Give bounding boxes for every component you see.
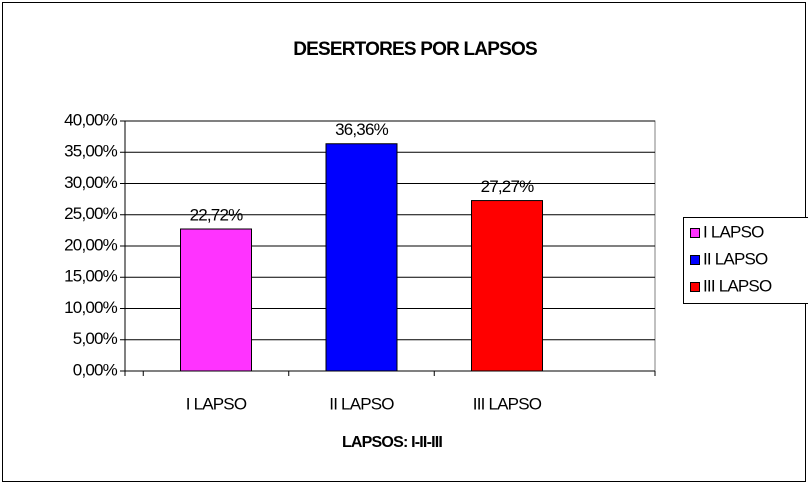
x-tick-label: II LAPSO (329, 394, 394, 413)
y-tick-label: 25,00% (64, 204, 118, 223)
y-tick-label: 10,00% (64, 298, 118, 317)
legend-swatch (690, 282, 700, 292)
y-tick-label: 30,00% (64, 173, 118, 192)
legend-label: III LAPSO (703, 276, 772, 295)
x-axis-title: LAPSOS: I-II-III (342, 434, 442, 451)
legend-swatch (690, 228, 700, 238)
value-label: 22,72% (190, 205, 244, 224)
bar (325, 143, 398, 372)
y-tick-label: 5,00% (73, 329, 118, 348)
value-label: 27,27% (481, 177, 535, 196)
legend-box (683, 217, 808, 304)
x-tick-label: III LAPSO (473, 394, 542, 413)
y-tick-label: 35,00% (64, 142, 118, 161)
y-tick-label: 15,00% (64, 267, 118, 286)
legend-label: I LAPSO (703, 222, 764, 241)
legend-swatch (690, 255, 700, 265)
y-tick-label: 40,00% (64, 110, 118, 129)
y-tick-label: 20,00% (64, 235, 118, 254)
x-tick-label: I LAPSO (186, 394, 247, 413)
chart-title: DESERTORES POR LAPSOS (293, 39, 537, 60)
bar (471, 200, 543, 372)
value-label: 36,36% (335, 120, 389, 139)
bar (180, 228, 252, 372)
legend-label: II LAPSO (703, 249, 768, 268)
y-tick-label: 0,00% (73, 360, 118, 379)
